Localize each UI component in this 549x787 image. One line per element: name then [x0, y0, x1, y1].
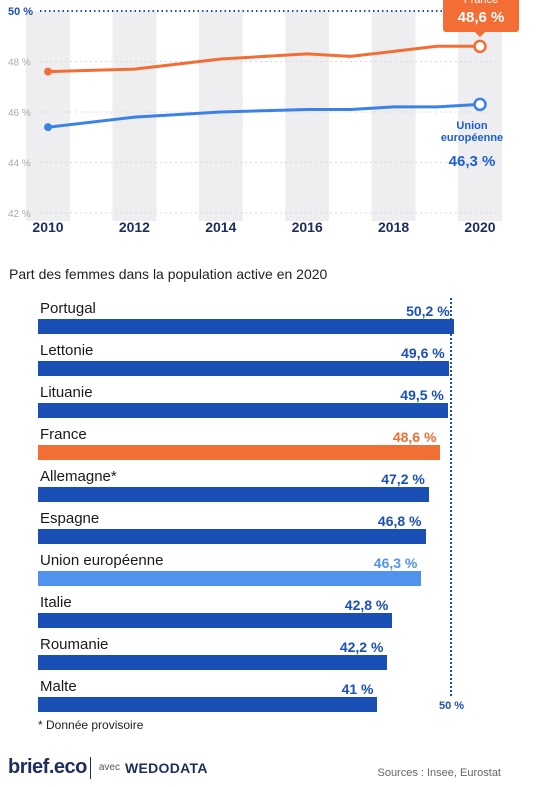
- bar-category-label: France: [40, 426, 87, 443]
- series-line: [47, 44, 480, 74]
- bar-row: Roumanie 42,2 %: [38, 636, 458, 678]
- sources: Sources : Insee, Eurostat: [377, 767, 501, 779]
- y-tick-label: 48 %: [8, 58, 31, 69]
- bar-chart-title: Part des femmes dans la population activ…: [9, 266, 328, 282]
- x-tick-label: 2010: [32, 219, 63, 235]
- bar: [38, 613, 393, 628]
- bar-value-label: 48,6 %: [392, 429, 437, 445]
- bar-value-label: 46,3 %: [373, 555, 418, 571]
- series-end-point: [473, 97, 487, 112]
- y-tick-label: 50 %: [8, 6, 33, 18]
- bar-value-label: 49,6 %: [401, 345, 445, 361]
- year-band: [285, 11, 330, 221]
- x-tick-label: 2020: [464, 219, 495, 235]
- year-band: [371, 11, 416, 221]
- bar-row: Lettonie 49,6 %: [38, 342, 458, 384]
- bar-row: Lituanie 49,5 %: [38, 384, 458, 426]
- bar-value-label: 47,2 %: [381, 471, 425, 487]
- series-line: [47, 102, 481, 129]
- bar-row: Espagne 46,8 %: [38, 510, 458, 552]
- brand-partner-logo: WEDODATA: [124, 759, 208, 776]
- series-end-point: [473, 39, 487, 54]
- bar: [38, 697, 378, 712]
- bar: [38, 403, 448, 418]
- y-tick-label: 42 %: [8, 209, 31, 220]
- bar-value-label: 41 %: [341, 681, 374, 697]
- brand-divider: [89, 756, 91, 779]
- bar-category-label: Union européenne: [40, 552, 164, 569]
- bar-category-label: Lituanie: [40, 384, 93, 401]
- bar-category-label: Italie: [40, 594, 72, 611]
- bar-value-label: 42,2 %: [339, 639, 384, 655]
- x-tick-label: 2014: [205, 219, 236, 235]
- bar-category-label: Lettonie: [40, 342, 94, 359]
- brand: brief.eco avec WEDODATA: [8, 756, 208, 779]
- eu-series-name: européenne: [441, 132, 503, 144]
- bar: [38, 487, 429, 502]
- bar-row: Malte 41 %: [38, 678, 458, 720]
- france-series-name: France: [464, 0, 498, 6]
- bar-category-label: Malte: [40, 678, 77, 695]
- bar-row: Allemagne* 47,2 %: [38, 468, 458, 510]
- bar: [38, 571, 422, 586]
- x-tick-label: 2012: [119, 219, 150, 235]
- bar-row: France 48,6 %: [38, 426, 458, 468]
- bar: [38, 445, 441, 460]
- bar-category-label: Portugal: [40, 300, 96, 317]
- eu-series-name: Union: [456, 120, 487, 132]
- y-tick-label: 44 %: [8, 159, 31, 170]
- bar-category-label: Espagne: [40, 510, 100, 527]
- brand-logo: brief.eco: [8, 756, 87, 778]
- y-tick-label: 46 %: [8, 108, 31, 119]
- bar: [38, 655, 388, 670]
- brand-with: avec: [98, 762, 120, 773]
- bar-value-label: 42,8 %: [344, 597, 389, 613]
- bar-reference-line: [450, 298, 452, 696]
- bar-category-label: Roumanie: [40, 636, 109, 653]
- series-start-point: [44, 123, 52, 132]
- bar-reference-label: 50 %: [439, 700, 465, 712]
- bar-value-label: 49,5 %: [400, 387, 444, 403]
- bar-row: Portugal 50,2 %: [38, 300, 458, 342]
- bar: [38, 319, 454, 334]
- bar-row: Union européenne 46,3 %: [38, 552, 458, 594]
- bar: [38, 529, 426, 544]
- bar-category-label: Allemagne*: [40, 468, 117, 485]
- year-band: [198, 11, 243, 221]
- x-tick-label: 2018: [378, 219, 409, 235]
- year-band: [26, 11, 70, 221]
- bar-row: Italie 42,8 %: [38, 594, 458, 636]
- line-chart: 42 % 44 % 46 % 48 % 50 % 2010 2012 2014 2016 2018…: [8, 0, 519, 235]
- france-end-value: 48,6 %: [458, 9, 505, 26]
- bar-value-label: 46,8 %: [377, 513, 422, 529]
- france-callout-pointer: [474, 31, 486, 38]
- footnote: * Donnée provisoire: [38, 718, 144, 732]
- x-tick-label: 2016: [292, 219, 323, 235]
- bar: [38, 361, 449, 376]
- france-callout-box: [443, 0, 519, 32]
- bar-value-label: 50,2 %: [406, 303, 450, 319]
- eu-end-value: 46,3 %: [449, 153, 496, 170]
- series-start-point: [44, 67, 52, 76]
